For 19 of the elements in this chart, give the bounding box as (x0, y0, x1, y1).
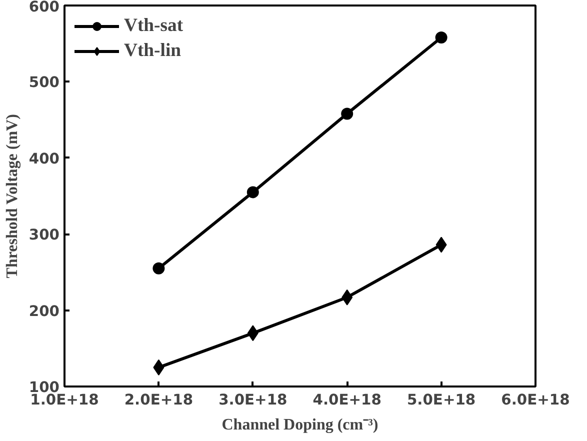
x-axis-title: Channel Doping (cm⁻³) (222, 416, 378, 434)
point (435, 32, 448, 44)
x-tick-label: 1.0E+18 (30, 392, 99, 408)
y-tick-label: 300 (28, 226, 60, 244)
y-tick-label: 600 (28, 0, 60, 16)
x-tick-label: 6.0E+18 (501, 392, 570, 408)
y-tick-label: 400 (28, 150, 60, 168)
point (152, 262, 165, 274)
x-tick-label: 2.0E+18 (124, 392, 194, 408)
point (341, 108, 354, 120)
x-tick-label: 5.0E+18 (406, 392, 476, 408)
y-axis-title: Threshold Voltage (mV) (4, 114, 21, 278)
y-tick-label: 500 (28, 74, 60, 92)
legend-label: Vth-lin (124, 40, 182, 62)
x-tick-label: 3.0E+18 (218, 392, 288, 408)
point (246, 186, 259, 198)
legend-label: Vth-sat (124, 15, 184, 37)
x-tick-label: 4.0E+18 (312, 392, 382, 408)
y-tick-label: 200 (28, 302, 60, 320)
